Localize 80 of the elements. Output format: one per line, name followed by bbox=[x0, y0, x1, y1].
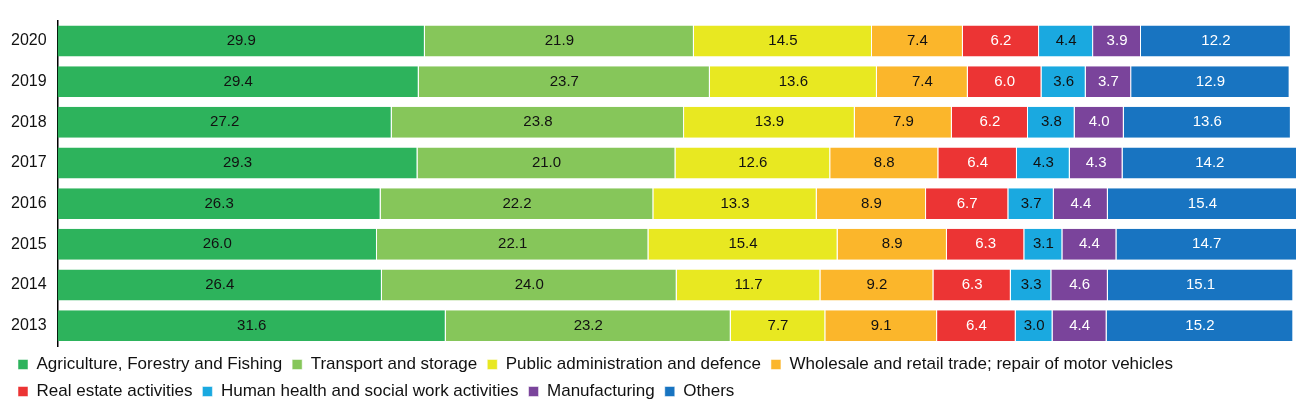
legend-label: Manufacturing bbox=[547, 381, 655, 401]
data-label: 14.7 bbox=[1192, 234, 1222, 252]
data-label: 15.1 bbox=[1185, 275, 1216, 293]
legend-label: Agriculture, Forestry and Fishing bbox=[36, 354, 283, 374]
data-label: 31.6 bbox=[237, 315, 267, 333]
legend-label: Wholesale and retail trade; repair of motor vehicles bbox=[789, 354, 1174, 374]
data-label: 12.2 bbox=[1201, 31, 1231, 49]
data-label: 9.1 bbox=[870, 315, 892, 333]
legend-label: Others bbox=[683, 381, 735, 401]
y-tick-label: 2015 bbox=[11, 234, 47, 252]
data-label: 13.6 bbox=[1192, 112, 1222, 130]
data-label: 12.6 bbox=[738, 153, 768, 171]
data-label: 12.9 bbox=[1195, 71, 1225, 89]
data-label: 3.1 bbox=[1032, 234, 1054, 252]
y-tick-label: 2017 bbox=[11, 153, 47, 171]
data-label: 6.2 bbox=[979, 112, 1001, 130]
data-label: 7.4 bbox=[911, 71, 933, 89]
y-tick-label: 2019 bbox=[11, 72, 47, 90]
data-label: 3.9 bbox=[1106, 31, 1128, 49]
data-label: 23.2 bbox=[573, 315, 603, 333]
legend-label: Real estate activities bbox=[36, 381, 193, 401]
data-label: 8.9 bbox=[860, 193, 882, 211]
data-label: 6.2 bbox=[990, 31, 1012, 49]
data-label: 22.2 bbox=[502, 193, 532, 211]
data-label: 4.0 bbox=[1088, 112, 1110, 130]
data-label: 21.9 bbox=[544, 31, 574, 49]
data-label: 15.2 bbox=[1185, 315, 1215, 333]
data-label: 4.4 bbox=[1070, 193, 1092, 211]
data-label: 26.0 bbox=[202, 234, 232, 252]
data-label: 3.3 bbox=[1020, 275, 1042, 293]
data-label: 4.6 bbox=[1069, 275, 1091, 293]
data-label: 7.7 bbox=[767, 315, 789, 333]
data-label: 26.3 bbox=[204, 193, 234, 211]
y-tick-label: 2020 bbox=[11, 31, 47, 49]
data-label: 4.4 bbox=[1055, 31, 1077, 49]
data-label: 6.7 bbox=[956, 193, 978, 211]
data-label: 6.3 bbox=[961, 275, 983, 293]
data-label: 13.3 bbox=[720, 193, 750, 211]
data-label: 6.4 bbox=[965, 315, 987, 333]
data-label: 6.0 bbox=[994, 71, 1016, 89]
data-label: 29.3 bbox=[222, 153, 253, 171]
data-label: 4.3 bbox=[1085, 153, 1107, 171]
data-label: 3.7 bbox=[1098, 71, 1119, 89]
y-tick-label: 2013 bbox=[11, 316, 47, 334]
data-label: 3.8 bbox=[1040, 112, 1062, 130]
y-tick-label: 2016 bbox=[11, 194, 47, 212]
data-label: 15.4 bbox=[728, 234, 758, 252]
data-label: 7.4 bbox=[907, 31, 928, 49]
legend-label: Public administration and defence bbox=[505, 354, 761, 374]
data-label: 7.9 bbox=[892, 112, 914, 130]
data-label: 8.8 bbox=[873, 153, 895, 171]
data-label: 4.3 bbox=[1032, 153, 1054, 171]
data-label: 22.1 bbox=[498, 234, 528, 252]
data-label: 11.7 bbox=[734, 275, 763, 293]
data-label: 15.4 bbox=[1187, 193, 1218, 211]
data-label: 24.0 bbox=[514, 275, 544, 293]
data-label: 27.2 bbox=[210, 112, 240, 130]
data-label: 8.9 bbox=[881, 234, 903, 252]
y-tick-label: 2018 bbox=[11, 112, 47, 130]
data-label: 13.9 bbox=[754, 112, 785, 130]
data-label: 26.4 bbox=[205, 275, 235, 293]
data-label: 14.5 bbox=[768, 31, 798, 49]
data-label: 3.7 bbox=[1020, 193, 1042, 211]
data-label: 6.4 bbox=[967, 153, 989, 171]
legend-label: Human health and social work activities bbox=[220, 381, 519, 401]
data-label: 29.9 bbox=[226, 31, 256, 49]
data-label: 14.2 bbox=[1195, 153, 1225, 171]
data-label: 9.2 bbox=[866, 275, 888, 293]
data-label: 3.6 bbox=[1053, 71, 1075, 89]
data-label: 4.4 bbox=[1069, 315, 1091, 333]
data-label: 13.6 bbox=[778, 71, 808, 89]
legend-label: Transport and storage bbox=[310, 354, 478, 374]
data-label: 29.4 bbox=[223, 71, 253, 89]
data-label: 21.0 bbox=[531, 153, 562, 171]
y-tick-label: 2014 bbox=[11, 275, 47, 293]
data-label: 4.4 bbox=[1078, 234, 1100, 252]
data-label: 23.7 bbox=[549, 71, 579, 89]
data-label: 23.8 bbox=[523, 112, 553, 130]
data-label: 3.0 bbox=[1023, 315, 1045, 333]
data-label: 6.3 bbox=[975, 234, 997, 252]
